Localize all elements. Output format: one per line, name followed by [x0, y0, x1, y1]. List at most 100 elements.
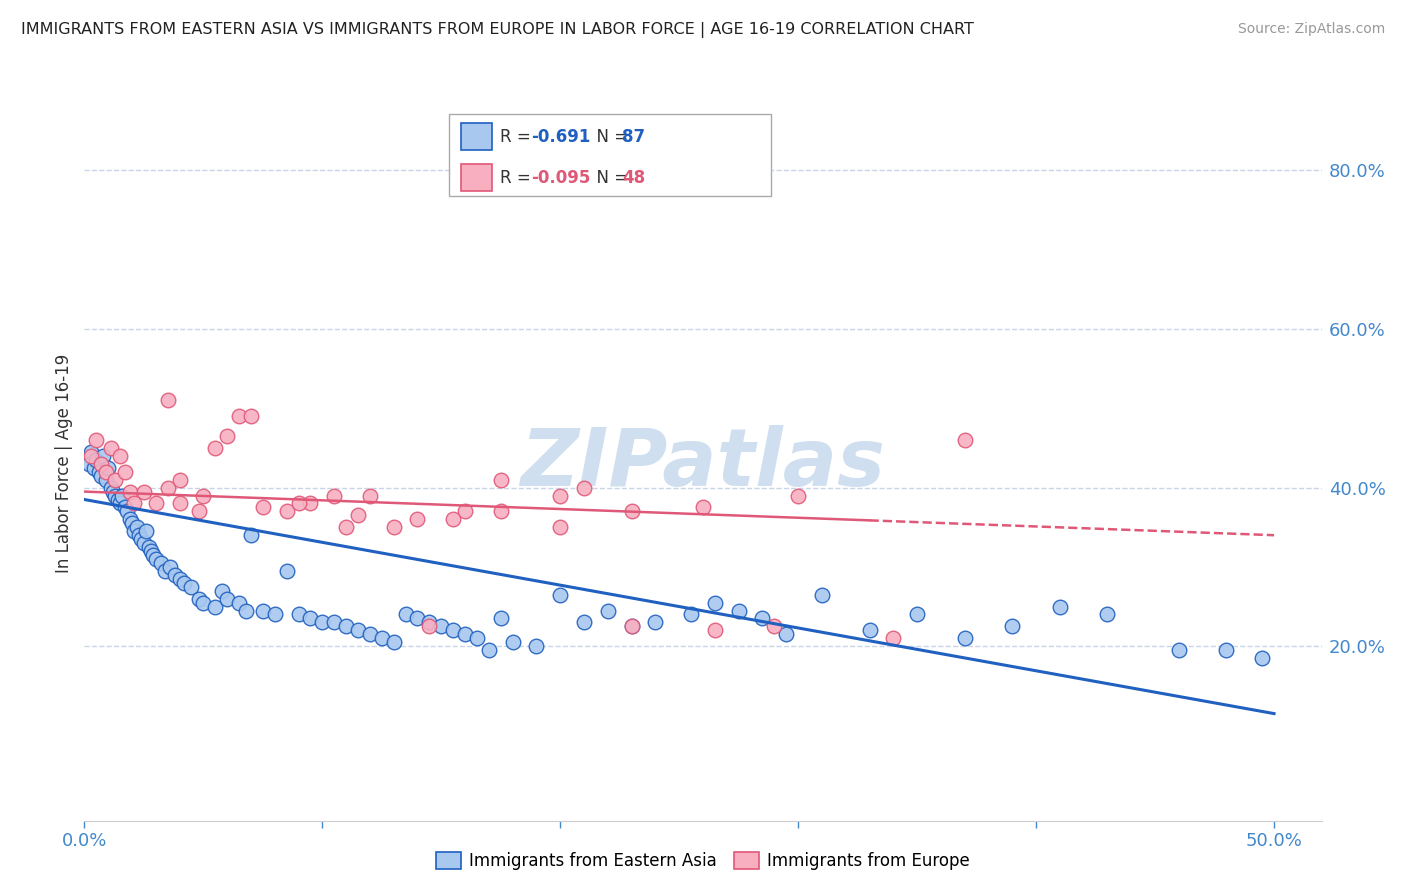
Text: ZIPatlas: ZIPatlas	[520, 425, 886, 503]
Point	[228, 596, 250, 610]
Point	[572, 615, 595, 630]
Point	[763, 619, 786, 633]
Point	[596, 603, 619, 617]
Point	[1251, 651, 1274, 665]
Point	[347, 508, 370, 523]
Point	[111, 489, 134, 503]
Point	[142, 548, 165, 562]
Text: IMMIGRANTS FROM EASTERN ASIA VS IMMIGRANTS FROM EUROPE IN LABOR FORCE | AGE 16-1: IMMIGRANTS FROM EASTERN ASIA VS IMMIGRAN…	[21, 22, 974, 38]
Point	[169, 473, 191, 487]
Point	[94, 465, 117, 479]
Point	[418, 615, 440, 630]
Point	[572, 481, 595, 495]
Point	[114, 465, 136, 479]
Point	[953, 433, 976, 447]
Point	[644, 615, 666, 630]
Point	[121, 516, 143, 531]
Point	[235, 603, 257, 617]
Point	[335, 619, 357, 633]
Point	[882, 632, 904, 646]
Point	[77, 457, 100, 471]
Point	[526, 639, 548, 653]
Text: Source: ZipAtlas.com: Source: ZipAtlas.com	[1237, 22, 1385, 37]
Point	[145, 496, 167, 510]
Point	[406, 611, 429, 625]
Point	[430, 619, 453, 633]
Point	[406, 512, 429, 526]
Point	[299, 496, 322, 510]
Point	[620, 504, 643, 518]
Point	[80, 445, 103, 459]
Point	[335, 520, 357, 534]
Point	[276, 504, 298, 518]
Point	[100, 481, 122, 495]
Text: -0.691: -0.691	[531, 128, 591, 145]
Point	[156, 481, 179, 495]
Point	[252, 603, 274, 617]
Point	[382, 520, 405, 534]
Point	[135, 524, 157, 539]
Point	[489, 611, 512, 625]
Point	[108, 496, 131, 510]
Point	[163, 567, 186, 582]
Point	[1167, 643, 1189, 657]
Point	[193, 489, 215, 503]
Legend: Immigrants from Eastern Asia, Immigrants from Europe: Immigrants from Eastern Asia, Immigrants…	[429, 845, 977, 877]
Point	[394, 607, 416, 622]
Point	[159, 560, 181, 574]
Point	[263, 607, 285, 622]
Point	[169, 572, 191, 586]
Point	[454, 627, 477, 641]
Point	[489, 504, 512, 518]
Point	[548, 588, 571, 602]
Point	[347, 624, 370, 638]
Point	[104, 489, 127, 503]
Point	[311, 615, 333, 630]
Point	[97, 460, 120, 475]
Point	[382, 635, 405, 649]
Point	[681, 607, 703, 622]
Point	[239, 528, 262, 542]
Point	[124, 524, 146, 539]
Text: N =: N =	[586, 128, 633, 145]
Point	[787, 489, 810, 503]
Point	[489, 473, 512, 487]
Point	[287, 496, 309, 510]
Point	[811, 588, 834, 602]
Point	[217, 429, 239, 443]
Point	[548, 520, 571, 534]
Point	[155, 564, 177, 578]
Point	[149, 556, 172, 570]
Point	[323, 489, 346, 503]
Point	[751, 611, 773, 625]
Point	[108, 449, 131, 463]
Point	[217, 591, 239, 606]
Point	[90, 457, 112, 471]
Point	[359, 489, 381, 503]
Text: N =: N =	[586, 169, 633, 186]
Point	[1215, 643, 1237, 657]
Point	[193, 596, 215, 610]
Point	[502, 635, 524, 649]
Point	[87, 465, 110, 479]
Point	[299, 611, 322, 625]
Point	[128, 528, 150, 542]
Point	[418, 619, 440, 633]
Point	[548, 489, 571, 503]
Point	[465, 632, 488, 646]
Point	[441, 624, 464, 638]
Point	[858, 624, 880, 638]
Point	[101, 484, 124, 499]
Point	[454, 504, 477, 518]
Y-axis label: In Labor Force | Age 16-19: In Labor Force | Age 16-19	[55, 354, 73, 574]
Point	[620, 619, 643, 633]
Point	[118, 512, 141, 526]
Point	[187, 591, 209, 606]
Point	[441, 512, 464, 526]
Point	[252, 500, 274, 515]
Text: -0.095: -0.095	[531, 169, 591, 186]
Point	[1049, 599, 1071, 614]
Point	[204, 599, 226, 614]
Point	[359, 627, 381, 641]
Point	[173, 575, 195, 590]
